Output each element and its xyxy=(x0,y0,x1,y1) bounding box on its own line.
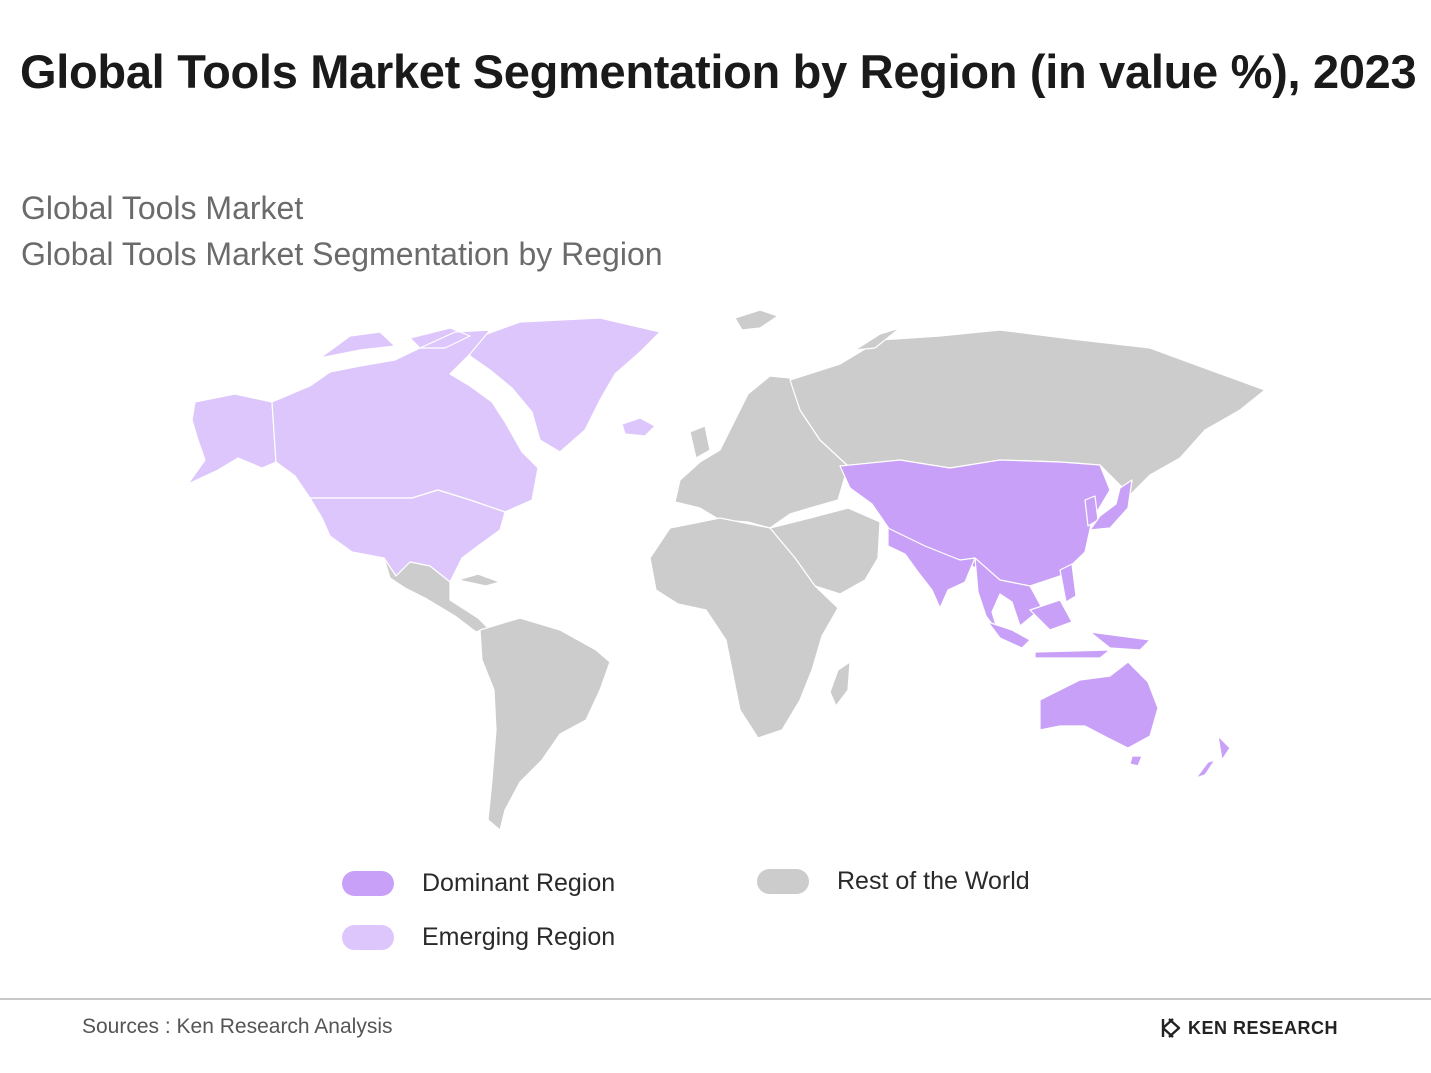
legend-label-dominant: Dominant Region xyxy=(422,869,616,897)
new-zealand-shape xyxy=(1195,735,1231,779)
legend-label-rest: Rest of the World xyxy=(837,867,1030,895)
philippines-shape xyxy=(1059,563,1077,603)
novaya-zemlya-shape xyxy=(854,327,901,351)
southeast-asia-shape xyxy=(974,557,1043,633)
brand-logo: KEN RESEARCH xyxy=(1160,1017,1338,1039)
madagascar-shape xyxy=(829,661,851,707)
source-note: Sources : Ken Research Analysis xyxy=(82,1015,393,1038)
legend-swatch-dominant xyxy=(342,871,394,896)
india-shape xyxy=(887,527,976,609)
legend-swatch-emerging xyxy=(342,925,394,950)
legend-rest: Rest of the World xyxy=(757,867,1030,896)
legend-label-emerging: Emerging Region xyxy=(422,923,616,951)
ken-research-logo-icon xyxy=(1161,1018,1181,1038)
tasmania-shape xyxy=(1129,755,1143,767)
subtitle-market: Global Tools Market xyxy=(21,190,304,226)
svalbard-shape xyxy=(734,309,779,331)
uk-shape xyxy=(689,425,711,459)
region-rest-group xyxy=(383,309,1266,831)
iceland-shape xyxy=(621,417,656,437)
japan-shape xyxy=(1089,479,1133,531)
caribbean-shape xyxy=(457,573,501,587)
africa-shape xyxy=(649,517,839,739)
legend-swatch-rest xyxy=(757,869,809,894)
footer-divider xyxy=(0,998,1431,1000)
region-emerging-group xyxy=(187,317,661,583)
alaska-shape xyxy=(187,393,277,485)
brand-name: KEN RESEARCH xyxy=(1188,1017,1339,1038)
south-america-shape xyxy=(479,617,611,831)
legend-emerging: Emerging Region xyxy=(342,923,615,952)
subtitle-segmentation: Global Tools Market Segmentation by Regi… xyxy=(21,236,663,272)
mexico-central-america-shape xyxy=(383,557,489,633)
chart-title: Global Tools Market Segmentation by Regi… xyxy=(20,45,1417,98)
indonesia-shape xyxy=(987,599,1151,659)
australia-shape xyxy=(1039,661,1159,749)
greenland-shape xyxy=(469,317,661,453)
world-map xyxy=(187,309,1266,831)
region-dominant-group xyxy=(839,459,1231,779)
legend-dominant: Dominant Region xyxy=(342,869,615,898)
